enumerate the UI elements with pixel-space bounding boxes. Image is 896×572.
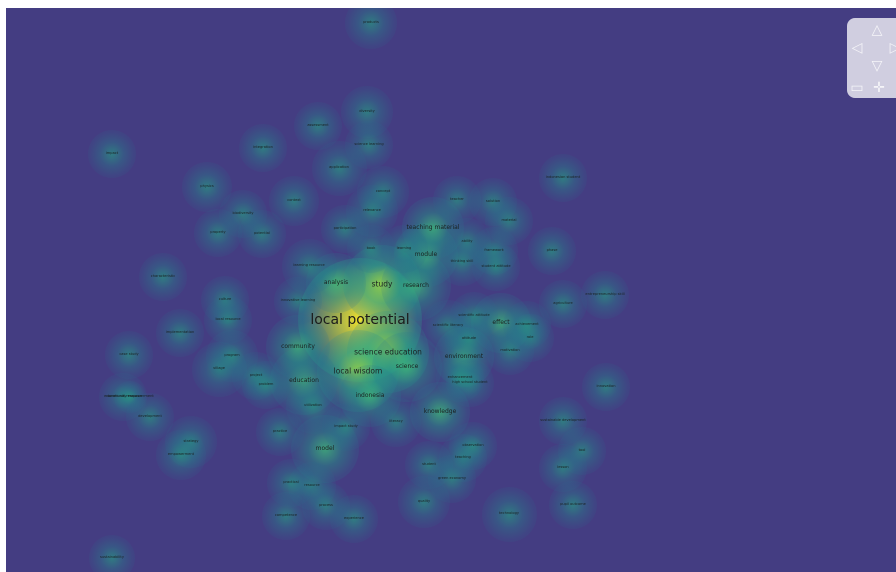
term-label[interactable]: strategy — [183, 439, 199, 444]
pan-up-icon[interactable]: △ — [871, 22, 883, 38]
term-label[interactable]: competence — [274, 513, 298, 518]
term-label[interactable]: implementation — [165, 330, 195, 335]
term-label[interactable]: sustainability — [100, 555, 124, 560]
term-label[interactable]: thinking skill — [450, 259, 474, 264]
term-label[interactable]: attitude — [461, 336, 477, 341]
pan-right-icon[interactable]: ▷ — [889, 40, 896, 56]
term-label[interactable]: context — [287, 198, 301, 203]
pan-left-icon[interactable]: ◁ — [851, 40, 863, 56]
term-label[interactable]: achievement — [515, 322, 539, 327]
navigation-panel: △ ◁ ▷ ▽ ▭ ✛ — [847, 18, 896, 98]
term-label[interactable]: practice — [272, 429, 288, 434]
term-label[interactable]: local wisdom — [333, 366, 383, 376]
term-label[interactable]: high school student — [452, 380, 488, 385]
pan-down-icon[interactable]: ▽ — [871, 58, 883, 74]
density-map-canvas[interactable]: local potential science education local wi… — [6, 8, 896, 572]
term-label[interactable]: diversity — [359, 109, 375, 114]
term-label[interactable]: framework — [484, 248, 504, 253]
term-label[interactable]: scientific literacy — [432, 323, 464, 328]
term-label[interactable]: analysis — [323, 279, 349, 286]
term-label[interactable]: phase — [546, 248, 558, 253]
term-label[interactable]: local potential — [310, 312, 410, 328]
term-label[interactable]: indonesia — [355, 392, 385, 399]
term-label[interactable]: lesson — [557, 465, 569, 470]
term-label[interactable]: innovation — [596, 384, 616, 389]
term-label[interactable]: potential — [254, 231, 270, 236]
term-label[interactable]: program — [224, 353, 240, 358]
term-label[interactable]: green economy — [437, 476, 467, 481]
zoom-out-icon[interactable]: ▭ — [850, 80, 864, 96]
term-label[interactable]: characteristic — [150, 274, 176, 279]
term-label[interactable]: experience — [344, 516, 364, 521]
term-label[interactable]: local resource — [215, 317, 241, 322]
term-label[interactable]: student — [422, 462, 436, 467]
term-label[interactable]: educational resource — [104, 394, 142, 399]
term-label[interactable]: technology — [499, 511, 519, 516]
term-label[interactable]: concept — [375, 189, 391, 194]
term-label[interactable]: integration — [253, 145, 273, 150]
term-label[interactable]: solution — [485, 199, 501, 204]
term-label[interactable]: science learning — [354, 142, 384, 147]
term-label[interactable]: entrepreneurship skill — [585, 292, 625, 297]
term-label[interactable]: science — [395, 363, 419, 370]
term-label[interactable]: research — [403, 282, 429, 289]
term-label[interactable]: student attitude — [481, 264, 511, 269]
term-label[interactable]: effect — [492, 319, 510, 326]
term-label[interactable]: project — [249, 373, 263, 378]
term-label[interactable]: participation — [333, 226, 357, 231]
term-label[interactable]: enhancement — [447, 375, 473, 380]
term-label[interactable]: quality — [417, 499, 431, 504]
term-label[interactable]: learning — [396, 246, 412, 251]
term-label[interactable]: sustainable development — [540, 418, 586, 423]
term-label[interactable]: community empowerment — [106, 394, 154, 399]
term-label[interactable]: products — [363, 20, 379, 25]
term-label[interactable]: material — [501, 218, 517, 223]
term-label[interactable]: relevance — [363, 208, 381, 213]
term-label[interactable]: community — [281, 343, 315, 350]
term-label[interactable]: teaching — [455, 455, 471, 460]
density-blob — [344, 8, 398, 50]
term-label[interactable]: impact — [105, 151, 119, 156]
term-label[interactable]: environment — [444, 353, 484, 360]
term-label[interactable]: role — [526, 335, 534, 340]
term-label[interactable]: property — [210, 230, 226, 235]
term-label[interactable]: observation — [462, 443, 484, 448]
term-label[interactable]: model — [315, 445, 335, 452]
term-label[interactable]: motivation — [500, 348, 520, 353]
term-label[interactable]: utilization — [304, 403, 322, 408]
term-label[interactable]: module — [414, 251, 438, 258]
term-label[interactable]: case study — [119, 352, 139, 357]
term-label[interactable]: assessment — [307, 123, 329, 128]
term-label[interactable]: impact study — [334, 424, 358, 429]
term-label[interactable]: learning resource — [293, 263, 325, 268]
term-label[interactable]: science education — [354, 347, 422, 357]
term-label[interactable]: teaching material — [406, 224, 460, 231]
term-label[interactable]: development — [138, 414, 162, 419]
term-label[interactable]: resource — [304, 483, 320, 488]
term-label[interactable]: teacher — [450, 197, 464, 202]
term-label[interactable]: biodiversity — [232, 211, 254, 216]
term-label[interactable]: indonesian student — [545, 175, 581, 180]
term-label[interactable]: process — [319, 503, 333, 508]
term-label[interactable]: practical — [283, 480, 299, 485]
term-label[interactable]: empowerment — [167, 452, 195, 457]
density-blob — [88, 534, 136, 572]
term-label[interactable]: scientific attitude — [458, 313, 490, 318]
term-label[interactable]: literacy — [389, 419, 403, 424]
term-label[interactable]: culture — [218, 297, 232, 302]
term-label[interactable]: village — [213, 366, 225, 371]
term-label[interactable]: book — [366, 246, 376, 251]
term-label[interactable]: physics — [200, 184, 214, 189]
term-label[interactable]: problem — [258, 382, 274, 387]
term-label[interactable]: application — [329, 165, 349, 170]
term-label[interactable]: study — [371, 279, 393, 289]
term-label[interactable]: education — [289, 377, 319, 384]
term-label[interactable]: knowledge — [423, 408, 457, 415]
zoom-in-icon[interactable]: ✛ — [873, 80, 885, 96]
term-label[interactable]: innovative learning — [280, 298, 316, 303]
term-label[interactable]: ability — [461, 239, 473, 244]
term-label[interactable]: pupil outcome — [560, 502, 586, 507]
term-label[interactable]: agriculture — [553, 301, 573, 306]
term-label[interactable]: tool — [578, 448, 586, 453]
